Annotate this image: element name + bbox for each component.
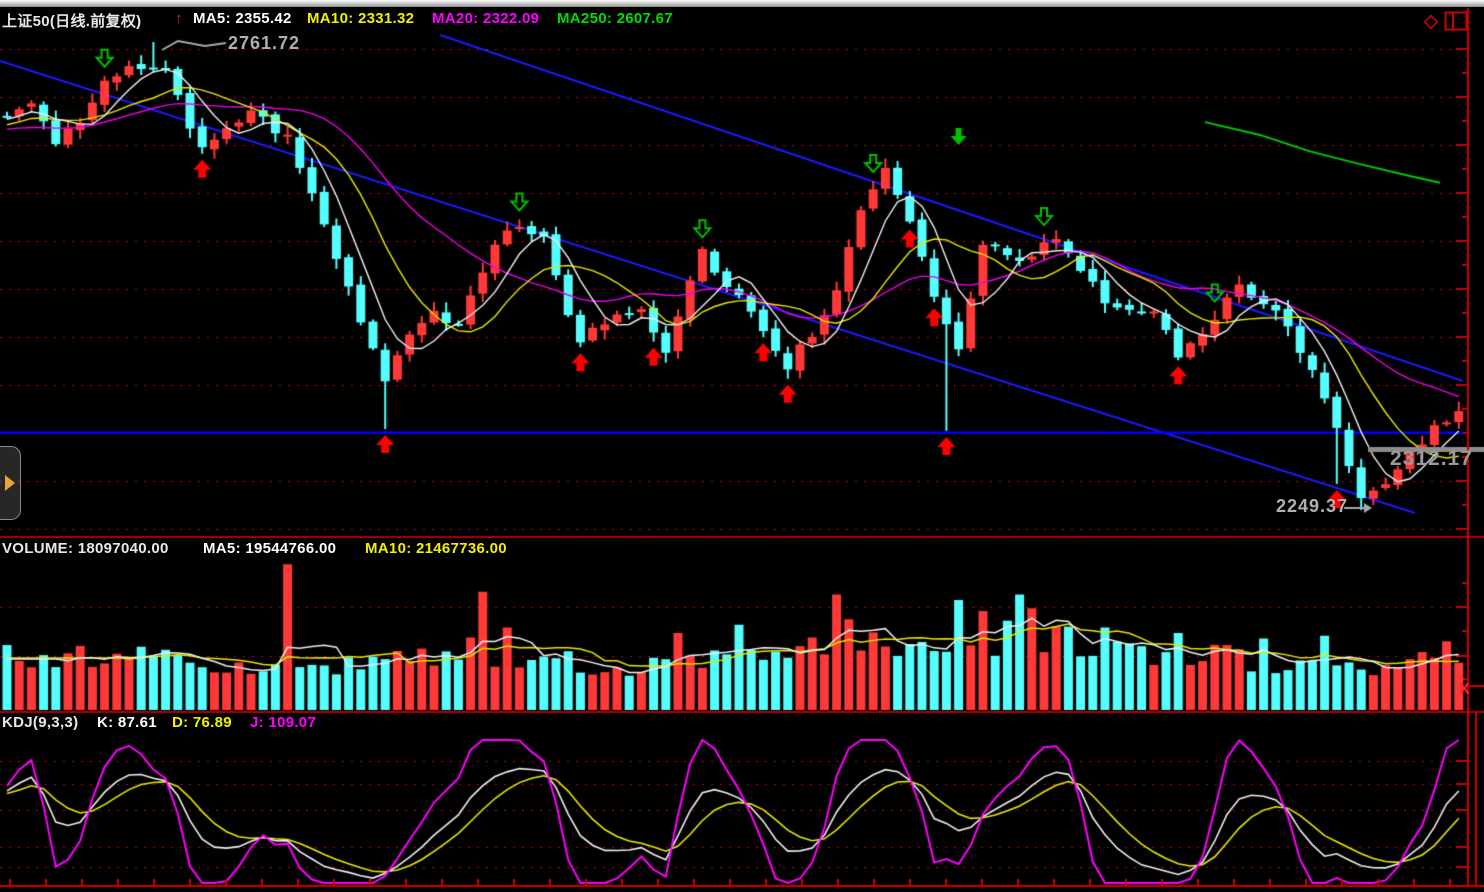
up-arrow-icon: ↑ <box>175 10 183 27</box>
window-top-edge <box>0 0 1484 7</box>
ma250-value: MA250: 2607.67 <box>557 10 673 27</box>
kdj-d-value: D: 76.89 <box>172 714 232 731</box>
ma5-value: MA5: 2355.42 <box>193 10 292 27</box>
ma10-value: MA10: 2331.32 <box>307 10 415 27</box>
kdj-k-value: K: 87.61 <box>97 714 157 731</box>
kdj-label: KDJ(9,3,3) <box>2 714 79 731</box>
window-split-icon[interactable] <box>1444 11 1469 32</box>
volume-ma10-value: MA10: 21467736.00 <box>365 540 507 557</box>
close-indicator-button[interactable]: X <box>1459 681 1470 698</box>
peak-price-label: 2761.72 <box>228 33 301 53</box>
ma20-value: MA20: 2322.09 <box>432 10 540 27</box>
low-price-label: 2249.37 <box>1276 496 1349 516</box>
expand-arrow-icon <box>5 475 15 491</box>
volume-value: VOLUME: 18097040.00 <box>2 540 169 557</box>
kdj-j-value: J: 109.07 <box>250 714 317 731</box>
volume-ma5-value: MA5: 19544766.00 <box>203 540 337 557</box>
diamond-icon[interactable] <box>1421 12 1441 32</box>
panel-expand-handle[interactable] <box>0 446 21 520</box>
last-price-label: 2312.17 <box>1390 447 1473 470</box>
symbol-title: 上证50(日线.前复权) <box>2 13 142 30</box>
